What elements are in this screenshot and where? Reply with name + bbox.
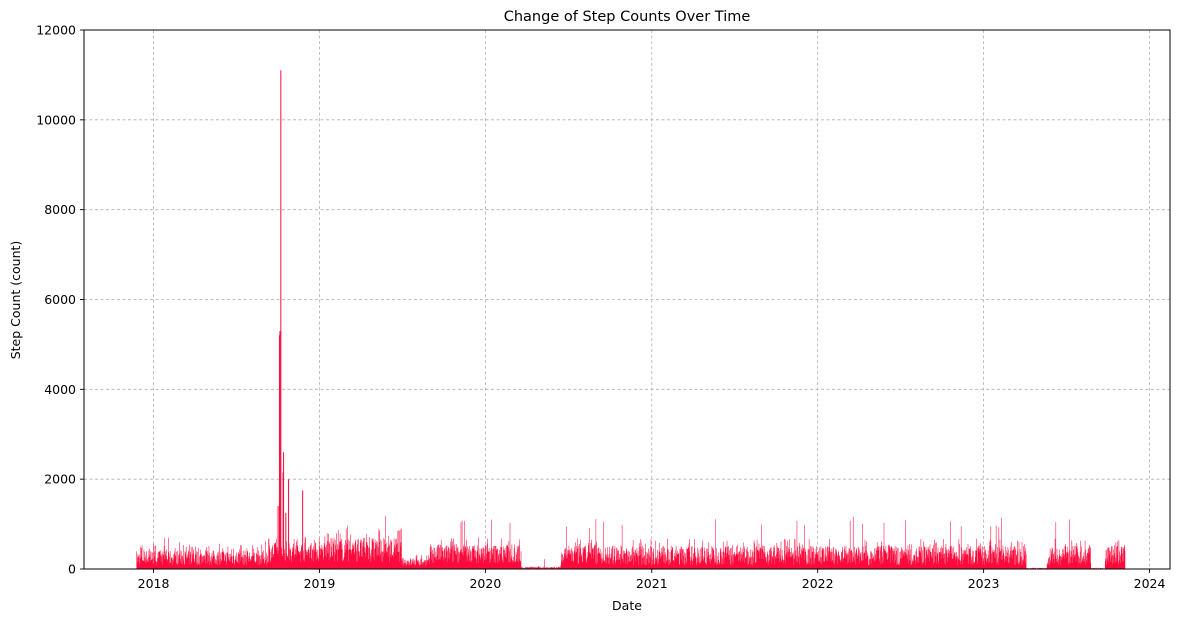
step-count-line (136, 516, 1126, 569)
chart-title: Change of Step Counts Over Time (504, 9, 751, 25)
plot-frame (83, 29, 1171, 570)
x-tick-label: 2020 (469, 576, 501, 591)
y-axis-label: Step Count (count) (8, 241, 23, 360)
y-axis-ticks: 0 2000 4000 6000 8000 10000 12000 (36, 23, 84, 577)
y-tick-label: 2000 (44, 472, 76, 487)
y-tick-label: 6000 (44, 292, 76, 307)
x-tick-label: 2019 (304, 576, 336, 591)
x-tick-label: 2023 (968, 576, 1000, 591)
step-count-series (136, 70, 1126, 569)
x-axis-label: Date (612, 598, 642, 613)
x-tick-label: 2024 (1134, 576, 1166, 591)
y-tick-label: 4000 (44, 382, 76, 397)
y-tick-label: 8000 (44, 202, 76, 217)
x-tick-label: 2018 (138, 576, 170, 591)
grid (84, 30, 1170, 569)
y-tick-label: 12000 (36, 23, 76, 38)
y-tick-label: 0 (68, 562, 76, 577)
y-tick-label: 10000 (36, 112, 76, 127)
x-axis-ticks: 2018 2019 2020 2021 2022 2023 2024 (138, 569, 1166, 591)
x-tick-label: 2022 (802, 576, 834, 591)
x-tick-label: 2021 (636, 576, 668, 591)
